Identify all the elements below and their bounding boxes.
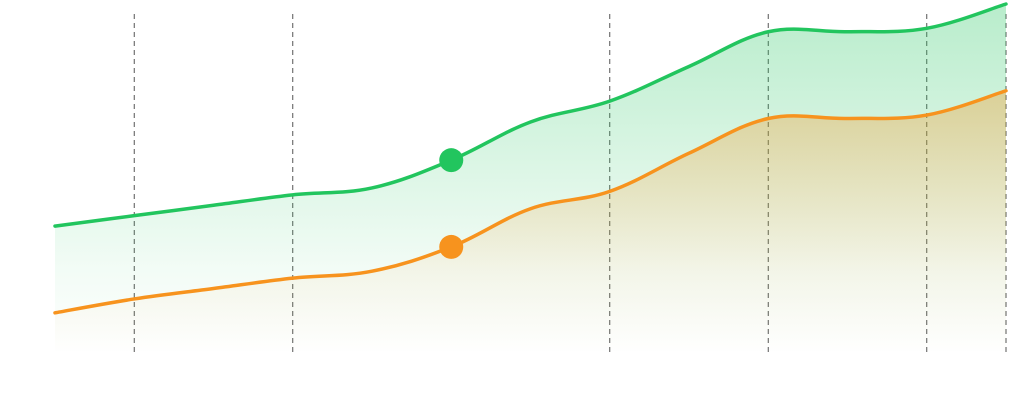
line-upper: [53, 2, 1008, 228]
marker-upper[interactable]: [439, 148, 464, 173]
marker-lower[interactable]: [439, 234, 464, 259]
line-lower: [53, 89, 1008, 315]
areas: [55, 4, 1006, 354]
markers: [439, 148, 464, 259]
lines: [53, 2, 1008, 315]
area-lower: [55, 90, 1006, 354]
